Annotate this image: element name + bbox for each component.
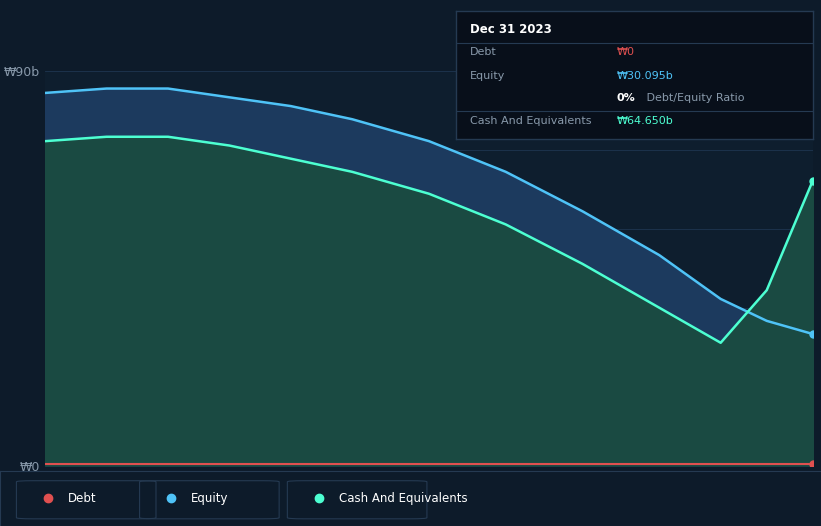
Text: Cash And Equivalents: Cash And Equivalents: [470, 116, 591, 126]
Text: ₩64.650b: ₩64.650b: [617, 116, 673, 126]
Text: Equity: Equity: [470, 71, 505, 81]
Text: ₩0: ₩0: [617, 47, 635, 57]
Text: Debt/Equity Ratio: Debt/Equity Ratio: [643, 93, 745, 103]
Text: Equity: Equity: [191, 492, 229, 505]
Text: ₩30.095b: ₩30.095b: [617, 71, 673, 81]
Text: Debt: Debt: [470, 47, 497, 57]
Text: 0%: 0%: [617, 93, 635, 103]
Text: Dec 31 2023: Dec 31 2023: [470, 23, 552, 36]
Text: Cash And Equivalents: Cash And Equivalents: [339, 492, 468, 505]
Text: Debt: Debt: [68, 492, 97, 505]
